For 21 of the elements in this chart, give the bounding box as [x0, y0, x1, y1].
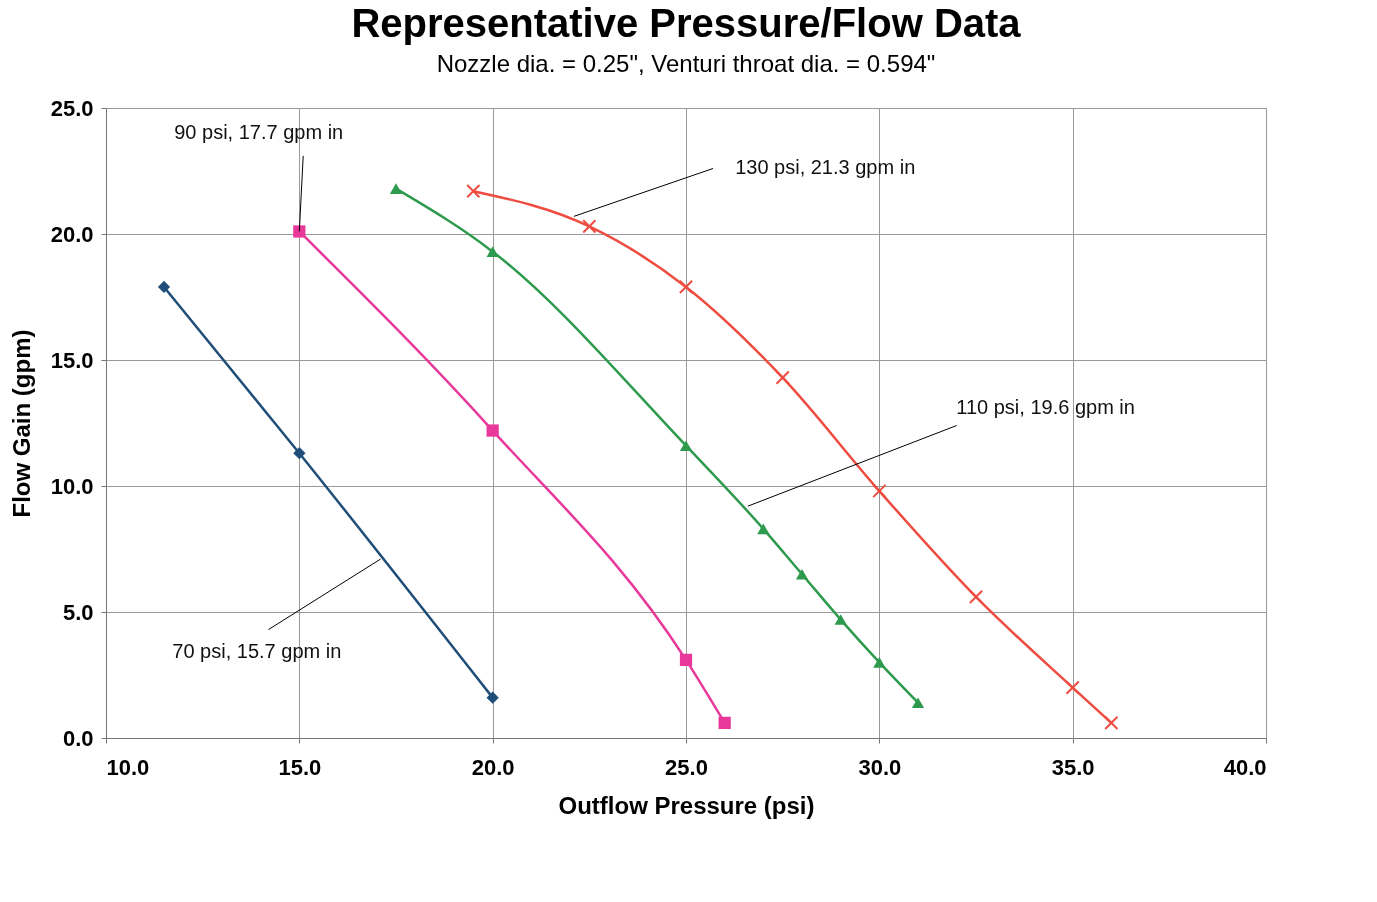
annotation: 110 psi, 19.6 gpm in	[956, 395, 1135, 418]
y-tick-label: 20.0	[50, 221, 94, 247]
y-tick-label: 5.0	[62, 599, 94, 625]
x-tick-label: 40.0	[1223, 754, 1267, 780]
y-tick-label: 0.0	[62, 725, 94, 751]
x-tick-label: 15.0	[278, 754, 322, 780]
y-tick-label: 10.0	[50, 473, 94, 499]
y-tick-label: 15.0	[50, 347, 94, 373]
x-axis-title: Outflow Pressure (psi)	[558, 791, 815, 819]
annotation: 130 psi, 21.3 gpm in	[735, 156, 916, 179]
chart-title: Representative Pressure/Flow Data	[351, 1, 1022, 45]
y-axis-title: Flow Gain (gpm)	[7, 329, 35, 518]
x-tick-label: 30.0	[858, 754, 902, 780]
annotation: 70 psi, 15.7 gpm in	[172, 640, 342, 663]
annotation: 90 psi, 17.7 gpm in	[174, 121, 344, 144]
chart-subtitle: Nozzle dia. = 0.25", Venturi throat dia. = 0.594"	[436, 50, 936, 77]
x-tick-label: 35.0	[1051, 754, 1095, 780]
x-tick-label: 20.0	[471, 754, 515, 780]
x-tick-label: 25.0	[665, 754, 708, 780]
y-tick-label: 25.0	[50, 95, 94, 121]
x-tick-label: 10.0	[106, 754, 150, 780]
